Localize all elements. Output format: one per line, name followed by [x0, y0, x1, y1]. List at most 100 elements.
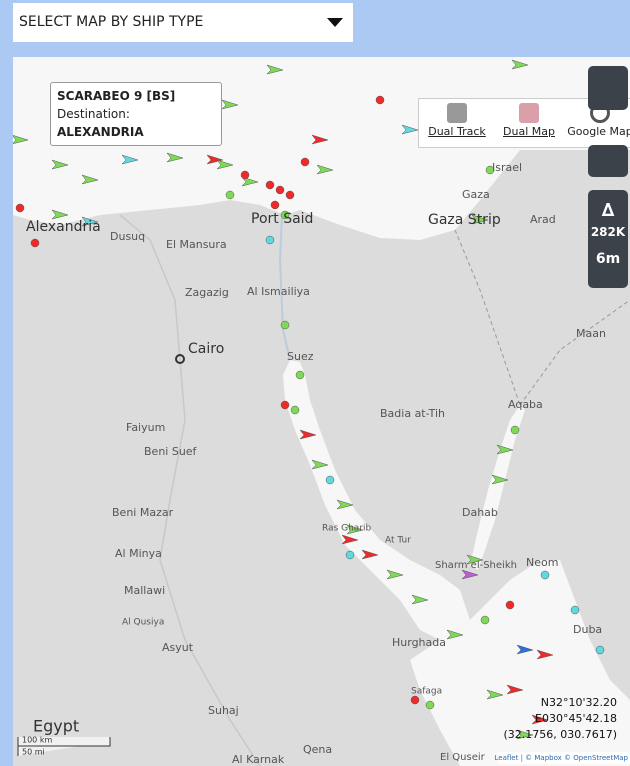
place: Faiyum	[126, 421, 165, 434]
ship-marker[interactable]	[225, 190, 235, 200]
ship-marker[interactable]	[30, 238, 40, 248]
capital-marker	[175, 354, 185, 364]
ship-marker[interactable]	[516, 729, 534, 740]
country-label: Egypt	[33, 717, 79, 736]
ship-marker[interactable]	[461, 569, 479, 580]
ship-marker[interactable]	[336, 499, 354, 510]
ship-marker[interactable]	[595, 645, 605, 655]
north-arrow[interactable]: ∆	[601, 200, 615, 221]
place: Badia at-Tih	[380, 407, 445, 420]
ship-marker[interactable]	[221, 99, 239, 110]
ship-marker[interactable]	[346, 524, 364, 535]
ship-marker[interactable]	[280, 400, 290, 410]
ship-marker[interactable]	[325, 475, 335, 485]
button-label: Dual Map	[503, 125, 555, 138]
ship-marker[interactable]	[486, 689, 504, 700]
ship-marker[interactable]	[299, 429, 317, 440]
dual-track-button[interactable]: Dual Track	[427, 103, 487, 138]
ship-marker[interactable]	[511, 59, 529, 70]
place: Dahab	[462, 506, 498, 519]
ship-marker[interactable]	[51, 159, 69, 170]
ship-marker[interactable]	[446, 629, 464, 640]
ship-marker[interactable]	[496, 444, 514, 455]
ship-marker[interactable]	[51, 209, 69, 220]
ship-marker[interactable]	[285, 190, 295, 200]
ship-marker[interactable]	[510, 425, 520, 435]
decimal-coordinates: (32.1756, 030.7617)	[503, 728, 617, 741]
ship-marker[interactable]	[570, 605, 580, 615]
ship-type-dropdown[interactable]: SELECT MAP BY SHIP TYPE	[13, 3, 353, 42]
place: Asyut	[162, 641, 194, 654]
place: Sharm el-Sheikh	[435, 560, 517, 571]
border	[454, 229, 630, 406]
ship-marker[interactable]	[540, 570, 550, 580]
ship-marker[interactable]	[466, 554, 484, 565]
ship-marker[interactable]	[516, 644, 534, 655]
place: Al Minya	[115, 547, 162, 560]
ship-marker[interactable]	[410, 695, 420, 705]
dual-map-button[interactable]: Dual Map	[499, 103, 559, 138]
button-label: Google Map	[567, 125, 630, 138]
ship-marker[interactable]	[12, 135, 29, 145]
ship-marker[interactable]	[311, 459, 329, 470]
ship-marker[interactable]	[295, 370, 305, 380]
ship-marker[interactable]	[375, 95, 385, 105]
ship-marker[interactable]	[121, 154, 139, 165]
place: Qena	[303, 743, 332, 756]
ship-marker[interactable]	[265, 180, 275, 190]
ship-marker[interactable]	[216, 159, 234, 170]
ship-marker[interactable]	[506, 684, 524, 695]
ship-marker[interactable]	[280, 320, 290, 330]
ship-marker[interactable]	[505, 600, 515, 610]
ship-name: SCARABEO 9 [BS]	[57, 89, 176, 103]
button-label: Dual Track	[428, 125, 486, 138]
ship-marker[interactable]	[275, 185, 285, 195]
ship-marker[interactable]	[485, 165, 495, 175]
ship-marker[interactable]	[266, 64, 284, 75]
ship-marker[interactable]	[265, 235, 275, 245]
place: Beni Mazar	[112, 506, 174, 519]
scale-bar: 100 km 50 mi	[17, 736, 111, 757]
ship-marker[interactable]	[531, 714, 549, 725]
attribution[interactable]: Leaflet | © Mapbox © OpenStreetMap	[495, 754, 629, 762]
ship-marker[interactable]	[166, 152, 184, 163]
ship-marker[interactable]	[81, 216, 99, 227]
ship-marker[interactable]	[536, 649, 554, 660]
ship-marker[interactable]	[411, 594, 429, 605]
interval[interactable]: 6m	[595, 251, 621, 267]
ship-marker[interactable]	[270, 200, 280, 210]
ship-marker[interactable]	[15, 203, 25, 213]
longitude: E030°45'42.18	[535, 712, 617, 725]
ship-marker[interactable]	[480, 615, 490, 625]
ship-marker[interactable]	[491, 474, 509, 485]
place: Hurghada	[392, 636, 446, 649]
scale-mi: 50 mi	[22, 748, 45, 757]
ship-marker[interactable]	[206, 154, 224, 165]
place: Ras Gharib	[322, 524, 372, 534]
place: Gaza	[462, 188, 490, 201]
layers-button[interactable]	[588, 145, 628, 177]
ship-popup: SCARABEO 9 [BS] Destination: ALEXANDRIA	[50, 82, 222, 146]
ship-marker[interactable]	[341, 534, 359, 545]
gulf-of-suez	[283, 360, 470, 640]
ship-marker[interactable]	[386, 569, 404, 580]
ship-marker[interactable]	[316, 164, 334, 175]
ship-marker[interactable]	[81, 174, 99, 185]
map-layers-button[interactable]	[588, 66, 628, 110]
ship-marker[interactable]	[300, 157, 310, 167]
ship-marker[interactable]	[311, 134, 329, 145]
labels: Israel Gaza Gaza Strip Arad Alexandria D…	[26, 161, 606, 766]
ship-marker[interactable]	[240, 170, 250, 180]
ship-marker[interactable]	[280, 210, 290, 220]
place: At Tur	[385, 536, 411, 546]
latitude: N32°10'32.20	[541, 696, 617, 709]
ship-marker[interactable]	[425, 700, 435, 710]
ship-marker[interactable]	[401, 124, 419, 135]
ship-count: 282K	[590, 225, 626, 239]
ship-marker[interactable]	[471, 214, 489, 225]
place: Gaza Strip	[428, 212, 501, 228]
ship-marker[interactable]	[345, 550, 355, 560]
ship-marker[interactable]	[290, 405, 300, 415]
ship-marker[interactable]	[361, 549, 379, 560]
